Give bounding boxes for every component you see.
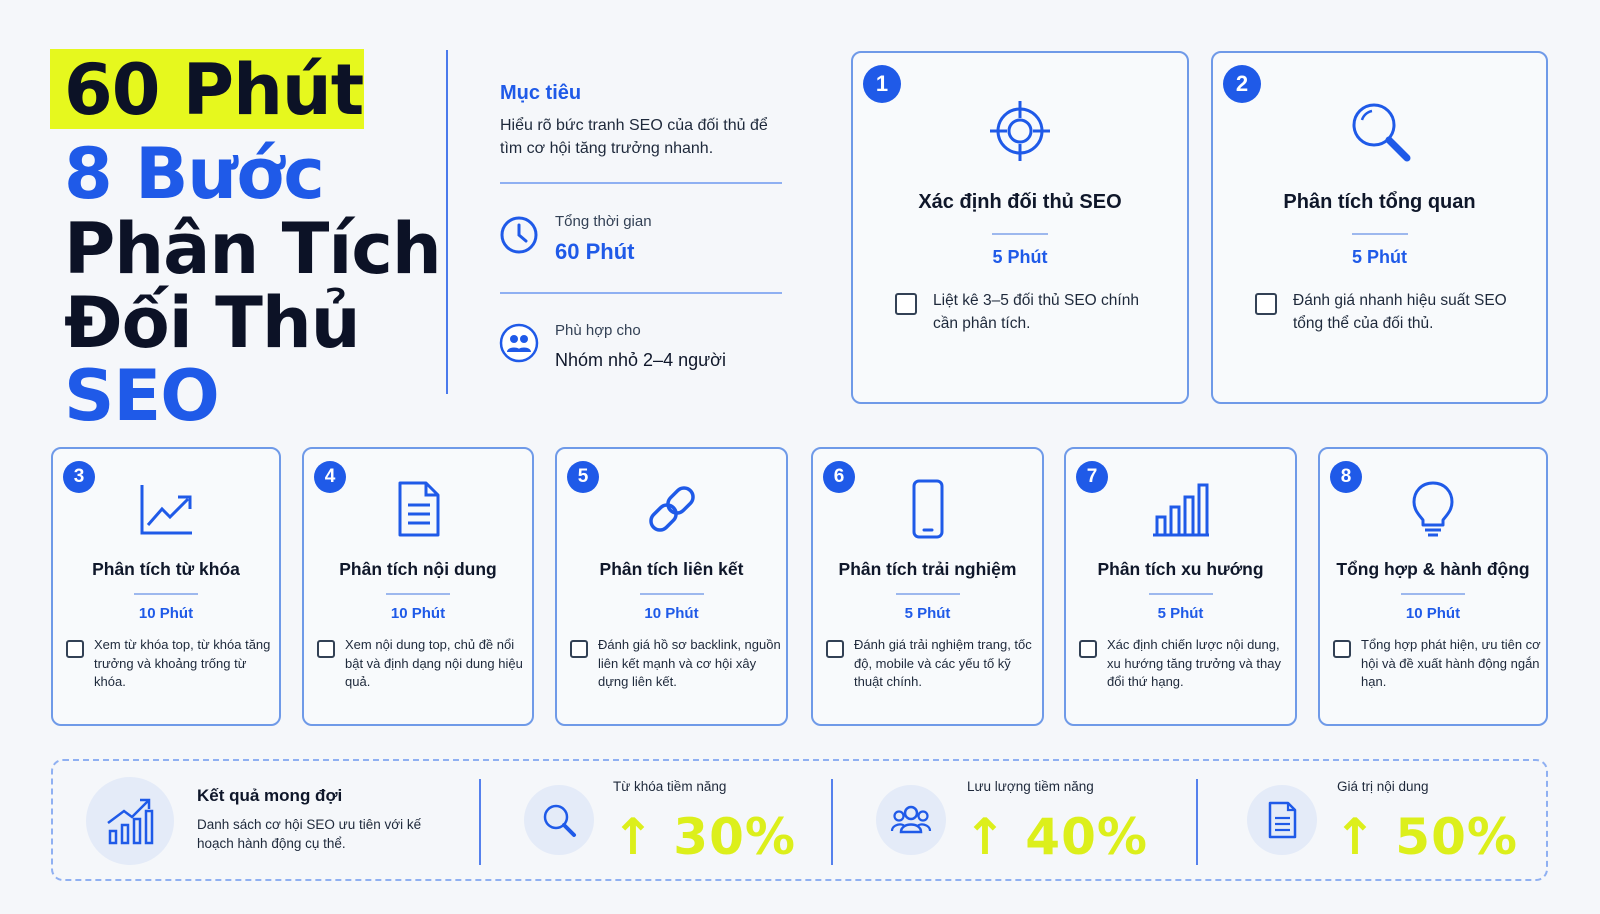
search-icon [524,785,594,855]
step-divider [1401,593,1465,595]
step-card-1: 1 Xác định đối thủ SEO 5 Phút Liệt kê 3–… [851,51,1189,404]
step-card-8: 8 Tổng hợp & hành động 10 Phút Tổng hợp … [1318,447,1548,726]
title-duration: 60 Phút [64,49,364,131]
clock-icon [499,215,539,255]
step-description: Đánh giá nhanh hiệu suất SEO tổng thể củ… [1293,292,1507,332]
step-title: Tổng hợp & hành động [1336,559,1530,579]
target-icon [987,98,1053,164]
step-time: 10 Phút [1405,605,1461,622]
step-number-badge: 4 [314,461,346,493]
metric-value: ↑ 30% [612,808,796,866]
step-title: Phân tích nội dung [339,559,497,579]
results-divider [479,779,481,865]
results-title: Kết quả mong đợi [197,786,343,805]
metric-label: Giá trị nội dung [1337,779,1429,794]
step-time: 5 Phút [1351,247,1407,267]
step-time: 5 Phút [904,605,951,622]
magnifier-icon [1347,98,1413,164]
document-icon [388,479,448,539]
step-divider [1148,593,1213,595]
step-time: 10 Phút [138,605,194,622]
step-title: Phân tích trải nghiệm [838,559,1017,579]
trend-chart-icon [136,479,196,539]
link-icon [642,479,702,539]
metric-value: ↑ 50% [1334,808,1518,866]
step-description: Xem nội dung top, chủ đề nổi bật và định… [345,637,523,689]
step-title: Phân tích xu hướng [1097,559,1264,579]
mobile-icon [898,479,958,539]
step-card-6: 6 Phân tích trải nghiệm 5 Phút Đánh giá … [811,447,1044,726]
title-line-competitor: Đối Thủ [64,282,361,364]
title-highlight [50,49,364,129]
step-description: Xác định chiến lược nội dung, xu hướng t… [1107,637,1281,689]
step-divider [386,593,450,595]
step-checkbox[interactable] [1079,640,1097,658]
step-number-badge: 6 [823,461,855,493]
step-number-badge: 1 [863,65,901,103]
step-checkbox[interactable] [895,293,917,315]
goal-label: Mục tiêu [500,82,582,104]
info-divider [500,292,782,294]
lightbulb-icon [1403,479,1463,539]
title-line-analysis: Phân Tích [64,208,442,290]
total-time-label: Tổng thời gian [555,213,652,230]
step-divider [639,593,704,595]
metric-label: Từ khóa tiềm năng [613,779,727,794]
step-checkbox[interactable] [66,640,84,658]
group-icon [499,323,539,363]
step-divider [895,593,960,595]
step-title: Phân tích từ khóa [92,559,240,579]
step-title: Phân tích tổng quan [1283,191,1476,213]
step-checkbox[interactable] [317,640,335,658]
step-checkbox[interactable] [1255,293,1277,315]
step-title: Phân tích liên kết [599,559,744,579]
step-number-badge: 8 [1330,461,1362,493]
title-line-seo: SEO [64,355,220,437]
step-time: 10 Phút [390,605,446,622]
step-description: Tổng hợp phát hiện, ưu tiên cơ hội và đề… [1361,637,1541,689]
step-checkbox[interactable] [570,640,588,658]
results-divider [831,779,833,865]
suitable-label: Phù hợp cho [555,322,641,339]
step-number-badge: 2 [1223,65,1261,103]
step-divider [992,233,1048,235]
step-divider [1351,233,1408,235]
step-card-4: 4 Phân tích nội dung 10 Phút Xem nội dun… [302,447,534,726]
info-divider [500,182,782,184]
goal-text: Hiểu rõ bức tranh SEO của đối thủ để tìm… [500,117,768,157]
step-checkbox[interactable] [1333,640,1351,658]
total-time-value: 60 Phút [555,239,635,264]
document-icon [1247,785,1317,855]
step-description: Đánh giá hồ sơ backlink, nguồn liên kết … [598,637,781,689]
step-time: 10 Phút [644,605,699,622]
step-description: Xem từ khóa top, từ khóa tăng trưởng và … [94,637,271,689]
step-checkbox[interactable] [826,640,844,658]
results-divider [1196,779,1198,865]
step-number-badge: 5 [567,461,599,493]
growth-chart-icon [86,777,174,865]
results-description: Danh sách cơ hội SEO ưu tiên với kế hoạc… [197,817,422,851]
step-description: Liệt kê 3–5 đối thủ SEO chính cần phân t… [933,292,1139,332]
step-card-2: 2 Phân tích tổng quan 5 Phút Đánh giá nh… [1211,51,1548,404]
suitable-value: Nhóm nhỏ 2–4 người [555,350,726,370]
step-time: 5 Phút [1157,605,1204,622]
metric-value: ↑ 40% [964,808,1148,866]
metric-label: Lưu lượng tiềm năng [967,779,1094,794]
step-time: 5 Phút [992,247,1048,267]
step-card-3: 3 Phân tích từ khóa 10 Phút Xem từ khóa … [51,447,281,726]
bar-chart-icon [1151,479,1211,539]
step-divider [134,593,198,595]
title-steps: 8 Bước [64,133,325,215]
step-number-badge: 7 [1076,461,1108,493]
step-description: Đánh giá trải nghiệm trang, tốc độ, mobi… [854,637,1032,689]
step-card-7: 7 Phân tích xu hướng 5 Phút Xác định chi… [1064,447,1297,726]
title-divider [446,50,448,394]
step-title: Xác định đối thủ SEO [918,191,1122,213]
users-icon [876,785,946,855]
step-card-5: 5 Phân tích liên kết 10 Phút Đánh giá hồ… [555,447,788,726]
step-number-badge: 3 [63,461,95,493]
